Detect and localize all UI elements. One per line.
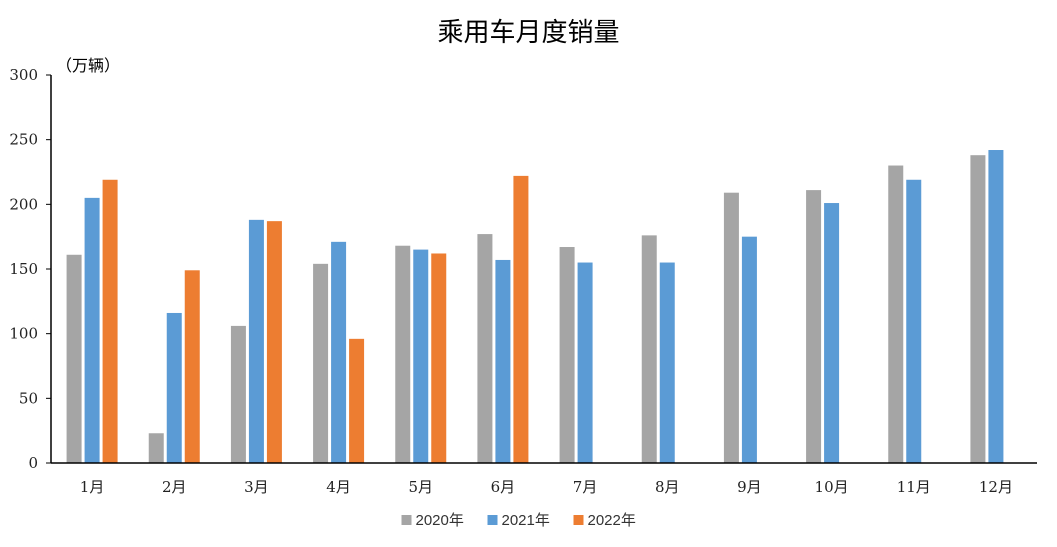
chart-title: 乘用车月度销量 (437, 18, 620, 48)
x-tick-label: 9月 (737, 478, 762, 496)
bar-2022年-2月 (184, 270, 200, 463)
legend-label-2022年: 2022年 (588, 512, 636, 529)
bar-2021年-11月 (906, 179, 922, 463)
x-tick-label: 2月 (162, 478, 187, 496)
bar-2020年-4月 (313, 263, 329, 463)
y-axis-unit-label: （万辆） (56, 56, 121, 75)
legend-label-2020年: 2020年 (416, 512, 464, 529)
bars-layer (66, 150, 1004, 464)
x-tick-label: 4月 (326, 478, 351, 496)
bar-2020年-7月 (559, 247, 575, 463)
bar-2020年-9月 (723, 192, 739, 463)
bar-2022年-3月 (266, 221, 282, 463)
axes-layer: 0 50 100 150 200 250 300 1月 2月 3月 4月 5月 6月 7月 8月 9月 10月 1… (9, 66, 1037, 496)
bar-2022年-5月 (431, 253, 447, 463)
x-tick-label: 11月 (897, 478, 931, 496)
legend-swatch-2021年 (487, 515, 498, 525)
x-tick-label: 3月 (244, 478, 269, 496)
bar-2021年-8月 (659, 262, 675, 463)
bar-2020年-5月 (395, 245, 411, 463)
y-tick-label: 200 (9, 195, 38, 213)
bar-2020年-1月 (66, 254, 82, 463)
bar-2021年-5月 (413, 249, 429, 463)
x-tick-label: 1月 (80, 478, 105, 496)
y-tick-label: 300 (9, 66, 38, 84)
bar-2021年-6月 (495, 259, 511, 463)
bar-2022年-1月 (102, 179, 118, 463)
legend-swatch-2020年 (401, 515, 412, 525)
bar-2021年-1月 (84, 197, 100, 463)
bar-2022年-6月 (513, 175, 529, 463)
x-tick-label: 5月 (408, 478, 433, 496)
bar-2020年-8月 (641, 235, 657, 463)
bar-2021年-2月 (166, 312, 182, 463)
y-tick-label: 0 (28, 454, 38, 472)
bar-2020年-6月 (477, 234, 493, 463)
bar-2020年-12月 (970, 155, 986, 464)
legend: 2020年 2021年 2022年 (401, 512, 636, 529)
y-tick-label: 150 (9, 260, 38, 278)
y-tick-label: 50 (19, 389, 38, 407)
bar-2022年-4月 (349, 338, 365, 463)
bar-2020年-3月 (230, 325, 246, 463)
x-tick-label: 12月 (979, 478, 1013, 496)
bar-2021年-9月 (741, 236, 757, 463)
x-tick-label: 8月 (655, 478, 680, 496)
bar-2021年-10月 (824, 203, 840, 464)
y-tick-label: 250 (9, 131, 38, 149)
x-tick-label: 7月 (573, 478, 598, 496)
bar-2020年-11月 (888, 165, 904, 464)
bar-2021年-7月 (577, 262, 593, 463)
bar-2021年-4月 (331, 241, 347, 463)
bar-2021年-12月 (988, 150, 1004, 463)
bar-2020年-2月 (148, 433, 164, 463)
legend-swatch-2022年 (573, 515, 584, 525)
x-tick-label: 6月 (491, 478, 516, 496)
legend-label-2021年: 2021年 (502, 512, 550, 529)
bar-2020年-10月 (806, 190, 822, 463)
x-tick-label: 10月 (815, 478, 849, 496)
bar-2021年-3月 (248, 219, 264, 463)
y-tick-label: 100 (9, 325, 38, 343)
